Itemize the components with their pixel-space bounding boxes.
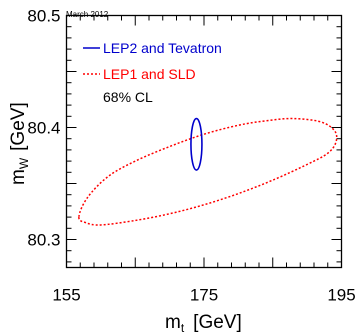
y-tick-label: 80.4	[27, 119, 60, 138]
x-tick-label: 155	[52, 286, 80, 305]
y-axis-title-main: m	[8, 169, 29, 185]
contour-lep2-tevatron	[190, 117, 203, 171]
svg-text:mW[GeV]: mW [GeV]	[8, 102, 31, 185]
chart-note: March 2012	[66, 10, 109, 19]
y-tick-label: 80.5	[27, 7, 60, 26]
legend-label-lep1-sld: LEP1 and SLD	[103, 66, 196, 82]
axis-tick-labels: 155 175 195 80.3 80.4 80.5	[27, 7, 355, 305]
x-tick-label: 175	[190, 286, 218, 305]
y-axis-title: mW [GeV]	[8, 102, 31, 185]
contours	[78, 117, 338, 226]
x-tick-label: 195	[327, 286, 355, 305]
y-axis-title-sub: W	[17, 157, 31, 169]
svg-text:mt[GeV]: mt [GeV]	[165, 312, 242, 334]
x-axis-title-main: m	[165, 312, 181, 333]
y-axis-title-unit: [GeV]	[8, 102, 29, 151]
y-tick-label: 80.3	[27, 231, 60, 250]
x-axis-title-unit: [GeV]	[193, 312, 242, 333]
x-axis-title: mt [GeV]	[165, 312, 242, 334]
x-axis-title-sub: t	[181, 321, 185, 334]
confidence-level-label: 68% CL	[103, 89, 153, 105]
legend-label-lep2-tevatron: LEP2 and Tevatron	[103, 40, 222, 56]
axis-ticks	[66, 15, 342, 268]
legend: LEP2 and Tevatron LEP1 and SLD 68% CL	[83, 40, 222, 105]
contour-lep1-sld	[78, 117, 338, 226]
